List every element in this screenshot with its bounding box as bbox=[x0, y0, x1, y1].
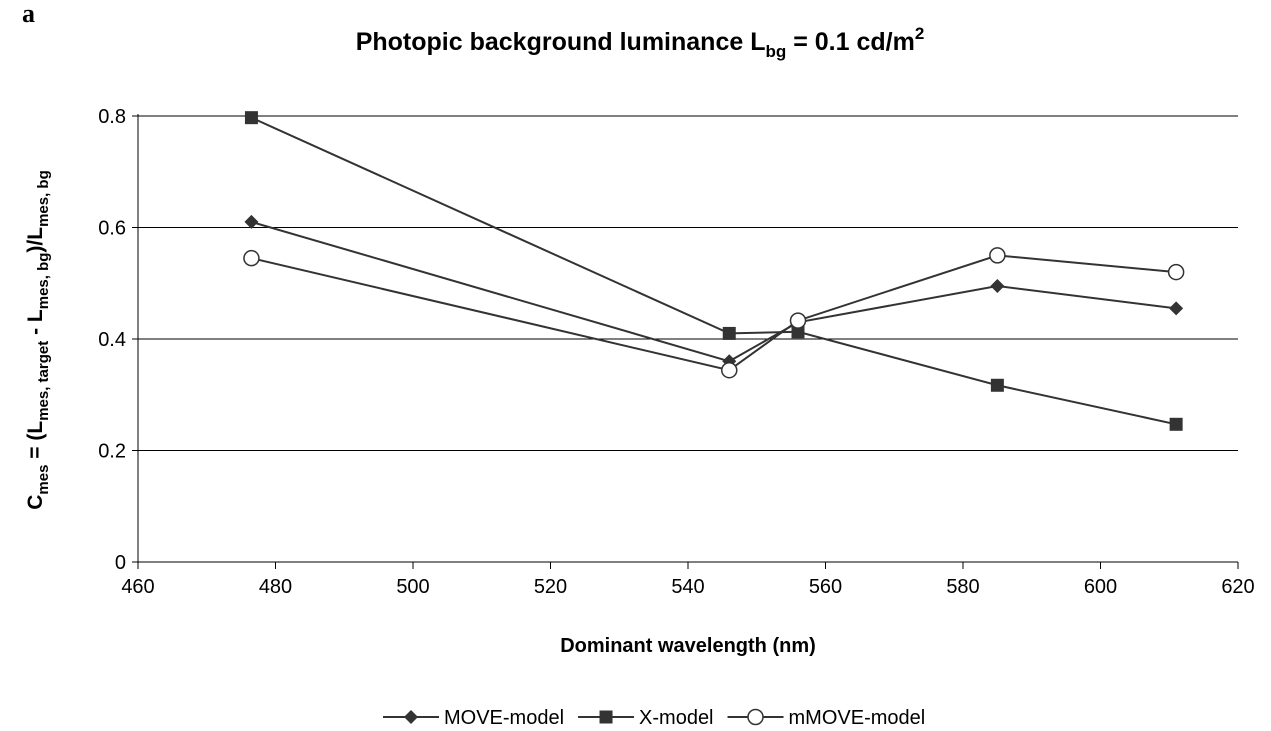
marker bbox=[1167, 263, 1185, 281]
legend-label: X-model bbox=[639, 707, 713, 729]
title-sup: 2 bbox=[915, 24, 924, 43]
y-label-sub: mes, bg bbox=[35, 253, 52, 310]
marker bbox=[722, 326, 736, 340]
marker bbox=[1169, 417, 1183, 431]
y-tick-label: 0.6 bbox=[98, 218, 126, 240]
title-part: Photopic background luminance L bbox=[356, 28, 766, 56]
y-label-part: - L bbox=[24, 309, 47, 341]
x-tick-label: 620 bbox=[1221, 576, 1254, 598]
series-line bbox=[251, 116, 1177, 426]
marker bbox=[747, 708, 764, 726]
marker bbox=[989, 247, 1006, 264]
marker bbox=[244, 111, 258, 125]
x-axis-label: Dominant wavelength (nm) bbox=[560, 635, 816, 657]
x-tick-label: 460 bbox=[121, 576, 154, 598]
y-label-part: = (L bbox=[24, 421, 47, 465]
marker bbox=[990, 378, 1004, 392]
legend-label: mMOVE-model bbox=[789, 707, 926, 729]
x-tick-label: 540 bbox=[671, 576, 704, 598]
marker bbox=[404, 710, 418, 724]
marker bbox=[599, 710, 613, 724]
marker bbox=[789, 312, 807, 329]
marker bbox=[721, 361, 738, 379]
marker bbox=[243, 249, 260, 267]
series-line bbox=[251, 254, 1177, 372]
marker bbox=[244, 214, 259, 229]
x-tick-label: 500 bbox=[396, 576, 429, 598]
marker bbox=[990, 279, 1005, 294]
title-sub: bg bbox=[765, 42, 786, 61]
y-tick-label: 0 bbox=[115, 552, 126, 574]
y-tick-label: 0.2 bbox=[98, 441, 126, 463]
y-label-sub: mes, target bbox=[35, 341, 52, 421]
x-tick-label: 560 bbox=[809, 576, 842, 598]
x-tick-label: 520 bbox=[534, 576, 567, 598]
y-label-sub: mes bbox=[35, 465, 52, 495]
title-part: = 0.1 cd/m bbox=[786, 28, 915, 56]
x-tick-label: 580 bbox=[946, 576, 979, 598]
y-axis-label: Cmes = (Lmes, target - Lmes, bg)/Lmes, b… bbox=[24, 170, 52, 510]
legend: MOVE-model X-model mMOVE-model bbox=[383, 707, 925, 729]
y-tick-label: 0.4 bbox=[98, 329, 126, 351]
legend-label: MOVE-model bbox=[444, 707, 564, 729]
marker bbox=[791, 325, 805, 339]
y-label-part: )/L bbox=[24, 227, 47, 253]
x-tick-label: 480 bbox=[259, 576, 292, 598]
marker bbox=[1169, 301, 1184, 316]
y-label-sub: mes, bg bbox=[35, 170, 52, 227]
y-label-part: C bbox=[24, 495, 47, 510]
y-tick-label: 0.8 bbox=[98, 106, 126, 128]
x-tick-label: 600 bbox=[1084, 576, 1117, 598]
chart-title: Photopic background luminance Lbg = 0.1 … bbox=[356, 24, 925, 61]
panel-label: a bbox=[22, 0, 35, 28]
